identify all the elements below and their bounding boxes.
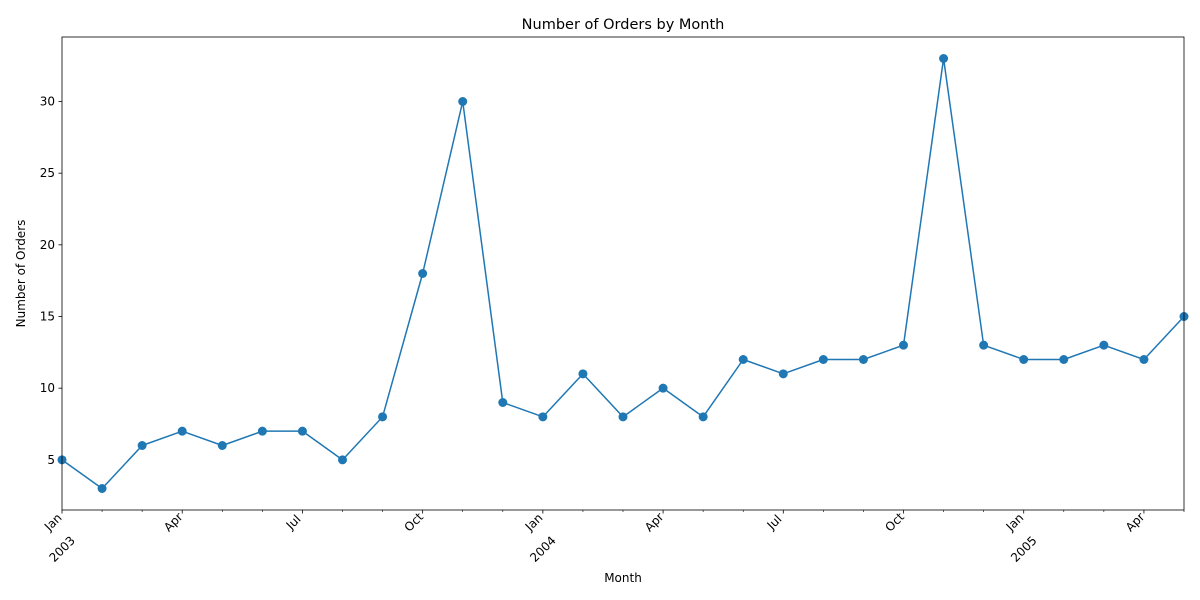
x-tick-label: Jul — [283, 512, 304, 533]
x-tick-label: Jan — [1003, 511, 1027, 535]
x-axis-label: Month — [604, 571, 642, 585]
x-tick-label: Apr — [642, 510, 667, 535]
data-point — [1019, 355, 1029, 364]
data-point — [658, 383, 668, 393]
data-point — [738, 355, 748, 364]
data-point — [378, 412, 388, 422]
x-tick-year-label: 2003 — [46, 533, 77, 564]
y-tick-label: 5 — [47, 453, 55, 467]
data-point — [498, 398, 508, 407]
y-tick-label: 25 — [40, 166, 55, 180]
data-point — [217, 441, 227, 450]
data-point — [979, 340, 989, 350]
data-point — [858, 355, 868, 364]
data-point — [338, 455, 347, 465]
y-tick-label: 15 — [40, 310, 55, 324]
data-point — [257, 426, 267, 436]
data-point — [939, 54, 949, 63]
data-point — [538, 412, 548, 422]
y-axis-label: Number of Orders — [14, 220, 28, 328]
y-tick-label: 20 — [40, 238, 55, 252]
data-point — [818, 355, 828, 364]
x-tick-label: Jan — [41, 511, 65, 535]
chart-title: Number of Orders by Month — [522, 17, 725, 33]
data-point — [899, 340, 908, 350]
data-point — [137, 441, 147, 450]
data-point — [1059, 355, 1069, 364]
plot-frame — [61, 36, 1185, 511]
x-tick-label: Jan — [522, 511, 546, 535]
x-tick-label: Jul — [764, 512, 785, 533]
data-point — [1099, 340, 1109, 350]
x-tick-label: Apr — [161, 510, 186, 535]
data-point — [297, 426, 307, 436]
data-point — [698, 412, 708, 422]
data-point — [578, 369, 588, 379]
data-point — [177, 426, 187, 436]
x-tick-year-label: 2005 — [1008, 533, 1039, 564]
data-point — [418, 269, 428, 278]
y-tick-label: 30 — [40, 95, 55, 109]
data-point — [97, 484, 107, 493]
data-point — [778, 369, 788, 379]
x-tick-label: Apr — [1123, 510, 1148, 535]
y-tick-label: 10 — [40, 381, 55, 395]
data-point — [458, 97, 468, 106]
x-tick-year-label: 2004 — [527, 533, 558, 564]
data-point — [1139, 355, 1149, 364]
data-point — [618, 412, 628, 422]
series-line — [61, 57, 1185, 490]
